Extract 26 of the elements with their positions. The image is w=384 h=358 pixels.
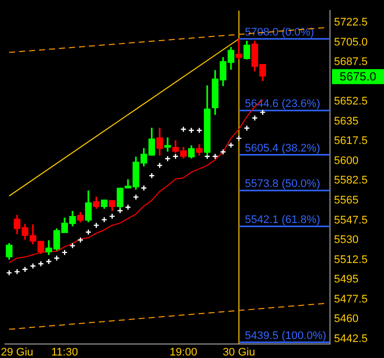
y-tick-label: 5547.5 (334, 214, 368, 226)
text: 5675.0 (340, 69, 377, 84)
x-tick-label: 29 Giu (0, 346, 34, 358)
y-tick-label: 5722.5 (334, 16, 368, 28)
y-tick-label: 5530 (334, 234, 358, 246)
y-tick-label: 5687.5 (334, 56, 368, 68)
y-tick-label: 5652.5 (334, 96, 368, 108)
y-tick-label: 5705.0 (334, 36, 368, 48)
y-tick-label: 5600 (334, 154, 358, 167)
y-tick-label: 5617.5 (334, 135, 368, 148)
ref-line-label: 5573.8 (50.0%) (244, 178, 320, 190)
x-tick-label: 11:30 (51, 346, 78, 358)
y-tick-label: 5495 (334, 274, 358, 286)
ref-line-label: 5542.1 (61.8%) (244, 214, 320, 226)
ref-line-label: 5605.4 (38.2%) (244, 142, 320, 154)
y-tick-label: 5442.5 (334, 332, 368, 345)
y-tick-label: 5460 (334, 313, 358, 326)
y-tick-label: 5582.5 (334, 174, 368, 187)
y-tick-label: 5565 (334, 194, 358, 206)
ref-line-label: 5708.0 (0.0%) (244, 26, 314, 38)
y-tick-label: 5477.5 (334, 293, 368, 306)
y-tick-label: 5635 (334, 115, 358, 128)
x-tick-label: 30 Giu (222, 346, 256, 358)
ref-line-label: 5439.5 (100.0%) (244, 330, 326, 342)
x-tick-label: 19:00 (170, 346, 198, 358)
y-tick-label: 5512.5 (334, 254, 368, 266)
